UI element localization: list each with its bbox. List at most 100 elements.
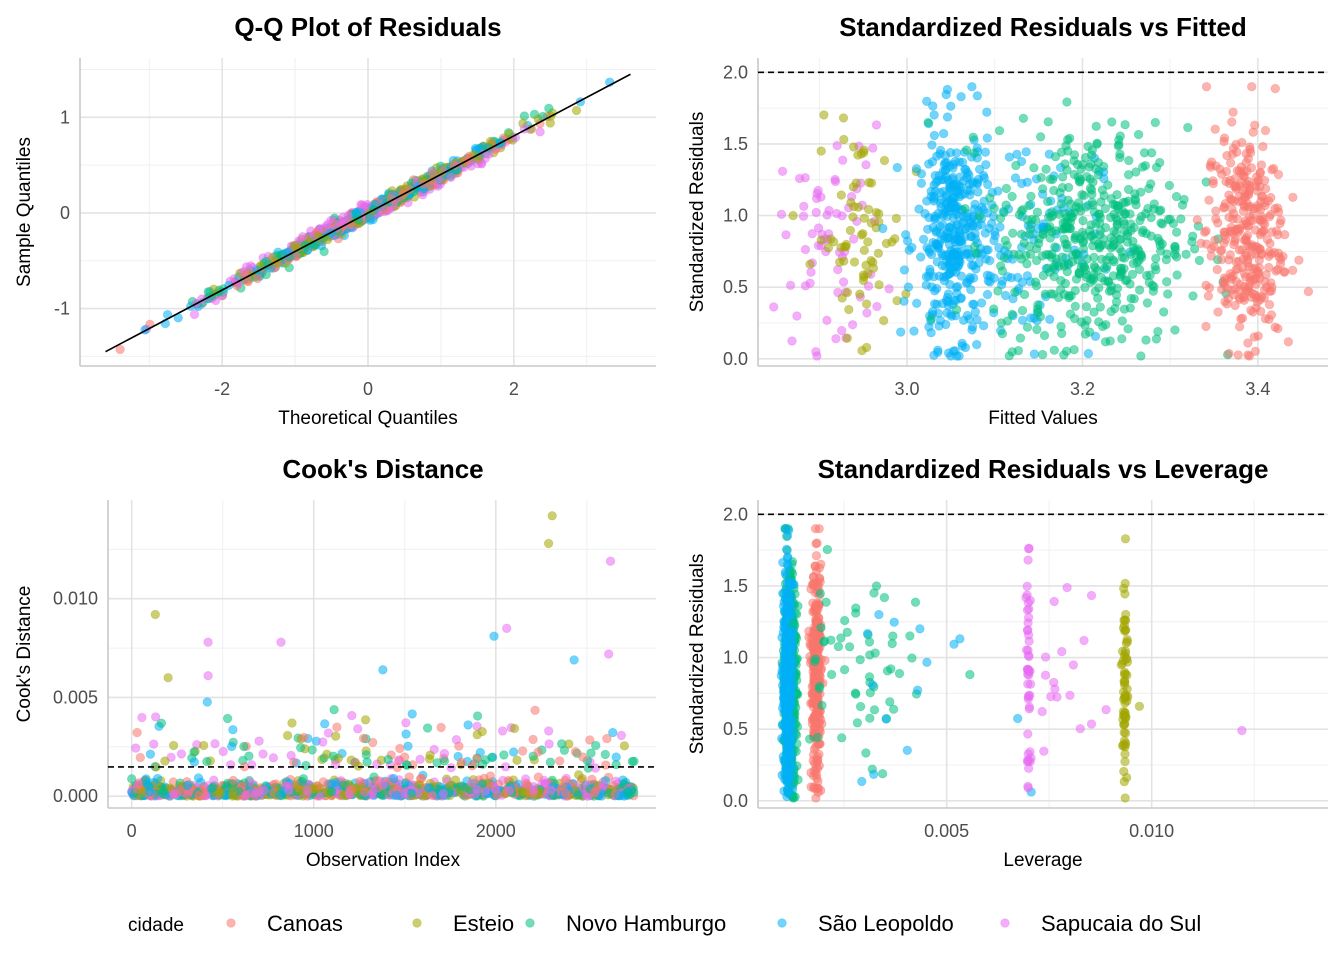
data-point bbox=[1022, 322, 1033, 332]
x-tick-label: 0 bbox=[363, 379, 373, 399]
data-point bbox=[812, 538, 822, 548]
data-point bbox=[1107, 117, 1117, 127]
data-point bbox=[811, 793, 821, 803]
data-point bbox=[1151, 265, 1161, 275]
y-tick-label: -1 bbox=[54, 299, 70, 319]
data-point bbox=[456, 757, 467, 768]
data-point bbox=[1001, 200, 1011, 210]
data-point bbox=[974, 164, 985, 175]
data-point bbox=[414, 780, 424, 790]
data-point bbox=[781, 230, 791, 240]
data-point bbox=[1037, 349, 1048, 360]
data-point bbox=[1250, 241, 1261, 252]
data-point bbox=[504, 785, 515, 796]
data-point bbox=[544, 726, 554, 736]
data-point bbox=[974, 211, 985, 221]
data-point bbox=[332, 722, 342, 732]
data-point bbox=[1071, 248, 1081, 259]
data-point bbox=[249, 789, 260, 799]
data-point bbox=[1105, 336, 1115, 346]
data-point bbox=[1074, 176, 1085, 186]
data-point bbox=[1090, 286, 1101, 297]
data-point bbox=[1212, 264, 1222, 275]
data-point bbox=[528, 734, 538, 745]
data-point bbox=[922, 96, 932, 107]
data-point bbox=[115, 344, 125, 355]
data-point bbox=[1171, 227, 1182, 237]
data-point bbox=[1093, 170, 1104, 180]
data-point bbox=[226, 741, 237, 752]
data-point bbox=[823, 243, 834, 253]
x-tick-label: 0 bbox=[127, 821, 137, 841]
data-point bbox=[864, 177, 874, 188]
data-point bbox=[1119, 263, 1129, 274]
data-point bbox=[863, 204, 874, 215]
data-point bbox=[1078, 237, 1088, 248]
data-point bbox=[787, 336, 797, 346]
data-point bbox=[1270, 83, 1281, 94]
data-point bbox=[544, 739, 554, 749]
data-point bbox=[1077, 189, 1087, 200]
data-point bbox=[602, 733, 612, 744]
data-point bbox=[1145, 179, 1156, 189]
data-point bbox=[399, 752, 410, 762]
data-point bbox=[246, 760, 257, 770]
qq-reference-line bbox=[105, 73, 631, 353]
data-point bbox=[1106, 193, 1117, 204]
data-point bbox=[972, 91, 983, 101]
data-point bbox=[360, 715, 371, 725]
data-point bbox=[1119, 304, 1130, 314]
data-point bbox=[202, 756, 212, 767]
data-point bbox=[1246, 81, 1257, 92]
data-point bbox=[1029, 349, 1040, 359]
data-point bbox=[1038, 270, 1049, 281]
data-point bbox=[287, 718, 297, 728]
data-point bbox=[1251, 303, 1261, 313]
y-tick-label: 0.000 bbox=[53, 786, 98, 806]
data-point bbox=[861, 299, 872, 309]
data-point bbox=[831, 334, 841, 344]
data-point bbox=[1204, 195, 1214, 205]
data-point bbox=[951, 148, 962, 158]
data-point bbox=[829, 237, 839, 247]
data-point bbox=[838, 155, 848, 165]
data-point bbox=[1218, 278, 1229, 288]
data-point bbox=[948, 249, 958, 259]
data-point bbox=[1011, 160, 1021, 171]
data-point bbox=[1253, 331, 1263, 341]
data-point bbox=[966, 231, 977, 241]
data-point bbox=[193, 773, 204, 783]
data-point bbox=[587, 774, 597, 785]
data-point bbox=[868, 143, 878, 153]
data-point bbox=[848, 212, 858, 222]
data-point bbox=[1033, 238, 1044, 249]
data-point bbox=[380, 204, 391, 215]
panel-cooks-title: Cook's Distance bbox=[282, 454, 483, 484]
data-point bbox=[331, 731, 341, 741]
data-point bbox=[951, 227, 962, 237]
data-point bbox=[189, 309, 200, 320]
data-point bbox=[1042, 196, 1053, 207]
data-point bbox=[182, 780, 192, 791]
data-point bbox=[946, 184, 956, 194]
data-point bbox=[946, 101, 956, 111]
data-point bbox=[1141, 228, 1152, 239]
data-point bbox=[329, 705, 339, 715]
data-point bbox=[254, 736, 264, 746]
data-point bbox=[489, 631, 499, 641]
data-point bbox=[1123, 184, 1134, 195]
data-point bbox=[916, 252, 926, 262]
data-point bbox=[862, 308, 872, 318]
data-point bbox=[810, 692, 821, 703]
data-point bbox=[970, 307, 981, 317]
data-point bbox=[994, 125, 1005, 136]
data-point bbox=[353, 761, 364, 771]
data-point bbox=[1059, 259, 1069, 270]
data-point bbox=[1229, 196, 1239, 207]
data-point bbox=[1100, 276, 1110, 286]
data-point bbox=[1273, 248, 1284, 258]
data-point bbox=[1131, 251, 1142, 261]
data-point bbox=[1279, 229, 1290, 240]
data-point bbox=[1266, 310, 1277, 320]
data-point bbox=[849, 234, 859, 244]
